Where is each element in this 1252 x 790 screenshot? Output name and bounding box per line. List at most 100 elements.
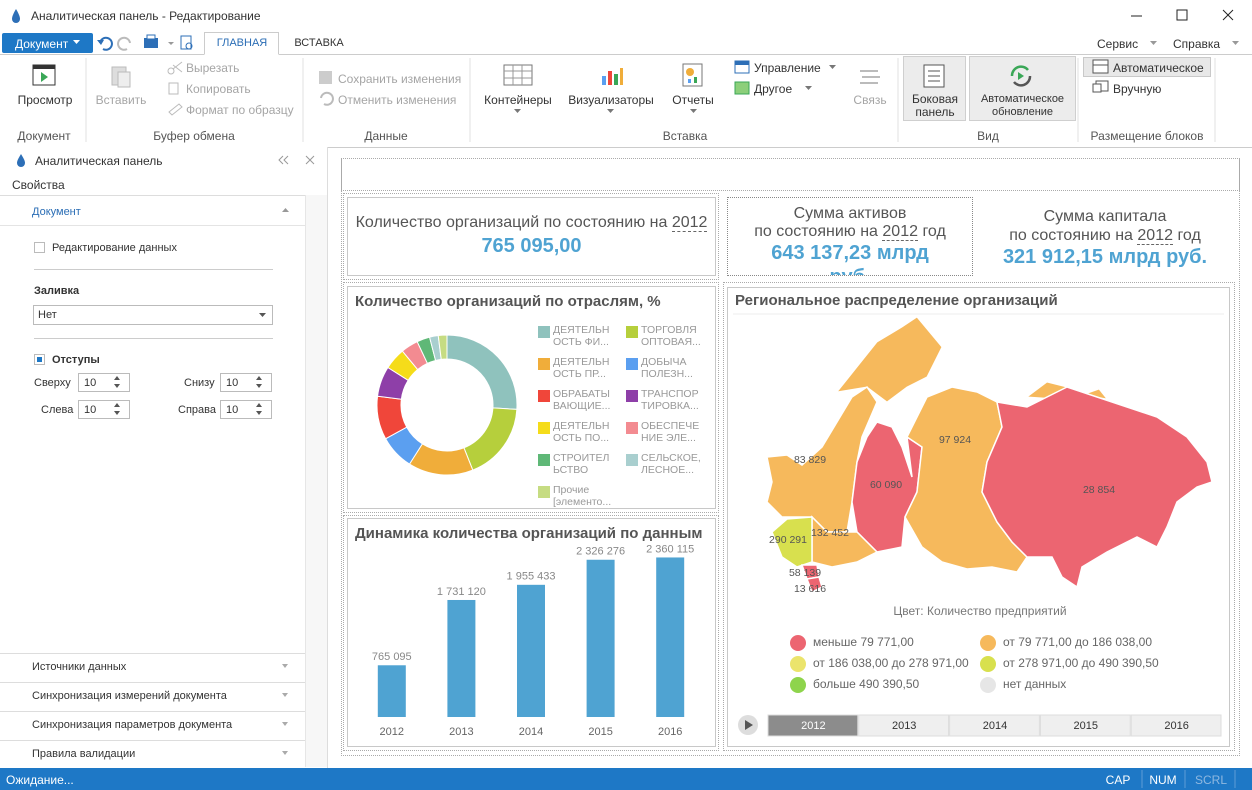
collapsed-section[interactable] — [0, 711, 305, 739]
tab-active[interactable] — [204, 32, 279, 55]
section-label[interactable]: Правила валидации — [32, 748, 136, 760]
spin-value[interactable]: 10 — [84, 404, 97, 416]
x-tick-label: 2013 — [449, 726, 473, 738]
select-value[interactable]: Нет — [38, 309, 57, 321]
ribbon-button[interactable]: Отчеты — [672, 93, 714, 107]
timeline-tab[interactable] — [949, 714, 1040, 737]
kpi-suffix: год — [922, 223, 946, 240]
tab[interactable]: ГЛАВНАЯ — [216, 37, 268, 49]
ribbon-button[interactable]: Другое — [754, 82, 793, 96]
kpi-subtitle-text: по состоянию на — [754, 223, 878, 240]
legend-label: ТОРГОВЛЯ ОПТОВАЯ... — [641, 324, 701, 348]
timeline-tab[interactable] — [1130, 714, 1222, 737]
ribbon-group-label: Документ — [17, 129, 71, 143]
section-label[interactable]: Синхронизация измерений документа — [32, 690, 227, 702]
timeline-label[interactable]: 2016 — [1164, 720, 1188, 732]
ribbon-button[interactable]: Визуализаторы — [568, 93, 654, 107]
ribbon-button[interactable]: Боковая панель — [911, 92, 959, 119]
legend-swatch — [538, 390, 550, 402]
status-text: Ожидание... — [6, 773, 74, 787]
collapsed-section[interactable] — [0, 740, 305, 768]
ribbon-button[interactable]: Просмотр — [17, 93, 73, 107]
spin-value[interactable]: 10 — [226, 377, 239, 389]
menu-item[interactable]: Справка — [1173, 37, 1221, 51]
select-caret — [259, 313, 266, 317]
checkbox-label[interactable]: Редактирование данных — [52, 242, 177, 254]
kpi-year[interactable]: 2012 — [671, 214, 708, 232]
timeline-tab[interactable] — [767, 714, 859, 737]
legend-label: нет данных — [1003, 677, 1066, 691]
document-button[interactable] — [2, 33, 93, 53]
donut-slice — [437, 334, 448, 360]
legend-marker — [790, 656, 806, 672]
reports-icon — [682, 63, 703, 87]
legend-swatch — [538, 358, 550, 370]
divider — [34, 269, 273, 270]
quick-access-toolbar[interactable] — [96, 34, 204, 52]
section-label[interactable]: Синхронизация параметров документа — [32, 719, 233, 731]
legend-marker — [980, 677, 996, 693]
legend-label: Прочие [элементо... — [553, 484, 612, 508]
document-button-label[interactable]: Документ — [15, 37, 69, 51]
map-region-label: 290 291 — [769, 534, 807, 546]
select[interactable] — [33, 305, 273, 325]
ribbon-button[interactable]: Формат по образцу — [186, 103, 294, 117]
x-tick-label: 2016 — [658, 726, 682, 738]
checkbox-checked[interactable] — [34, 354, 45, 365]
spin-value[interactable]: 10 — [84, 377, 97, 389]
ribbon-button[interactable]: Отменить изменения — [338, 93, 457, 107]
panel-controls[interactable] — [278, 154, 318, 166]
checkbox[interactable] — [34, 242, 45, 253]
ribbon-button[interactable]: Вырезать — [186, 61, 240, 75]
ribbon-group-label: Данные — [364, 129, 408, 143]
spin-arrows — [114, 376, 262, 415]
kpi-subtitle: по состоянию на 2012 год — [979, 226, 1231, 245]
properties-tab[interactable]: Свойства — [12, 178, 65, 192]
legend-label: ДОБЫЧА ПОЛЕЗН... — [641, 356, 693, 380]
empty-container — [341, 158, 1240, 191]
timeline-label[interactable]: 2015 — [1074, 720, 1098, 732]
map-region — [766, 385, 878, 533]
field-label: Заливка — [34, 285, 80, 297]
divider — [0, 225, 305, 226]
legend-label: от 278 971,00 до 490 390,50 — [1003, 656, 1159, 670]
ribbon-button[interactable]: Управление — [754, 61, 821, 75]
section-label[interactable]: Источники данных — [32, 661, 127, 673]
bar — [447, 599, 476, 717]
ribbon-button[interactable]: Автоматическое — [1113, 61, 1204, 75]
scrollbar[interactable] — [305, 195, 327, 767]
kpi-card — [347, 197, 716, 276]
spin-value[interactable]: 10 — [226, 404, 239, 416]
legend-label: СТРОИТЕЛ ЬСТВО — [553, 452, 610, 476]
tab[interactable]: ВСТАВКА — [294, 37, 344, 49]
ribbon-button[interactable]: Связь — [853, 93, 887, 107]
kpi-year[interactable]: 2012 — [882, 223, 918, 241]
window-controls[interactable] — [1125, 6, 1245, 26]
kpi-year[interactable]: 2012 — [1137, 227, 1173, 245]
collapsed-section[interactable] — [0, 682, 305, 710]
map-region-label: 132 452 — [811, 527, 849, 539]
timeline-label[interactable]: 2013 — [892, 720, 916, 732]
timeline-label[interactable]: 2012 — [801, 720, 825, 732]
timeline-tab[interactable] — [1039, 714, 1131, 737]
preview-icon — [32, 64, 56, 86]
section-header[interactable]: Документ — [32, 206, 81, 218]
link-icon — [860, 70, 880, 84]
ribbon-button[interactable]: Автоматическое обновление — [980, 93, 1065, 118]
collapsed-section[interactable] — [0, 653, 305, 681]
ribbon-button[interactable]: Контейнеры — [484, 93, 552, 107]
legend-label: ОБРАБАТЫ ВАЮЩИЕ... — [553, 388, 611, 412]
ribbon-button[interactable]: Вручную — [1113, 82, 1162, 96]
timeline-label[interactable]: 2014 — [983, 720, 1007, 732]
timeline-tab[interactable] — [858, 714, 950, 737]
ribbon-button[interactable]: Сохранить изменения — [338, 72, 462, 86]
status-bar — [0, 768, 1252, 790]
ribbon-toggle-active[interactable] — [1083, 57, 1211, 77]
side-panel — [0, 147, 328, 768]
menu-item[interactable]: Сервис — [1097, 37, 1139, 51]
ribbon-group-label: Буфер обмена — [153, 129, 235, 143]
insert-icons — [734, 60, 750, 95]
ribbon-button[interactable]: Вставить — [95, 93, 147, 107]
bar — [586, 559, 615, 717]
ribbon-button[interactable]: Копировать — [186, 82, 251, 96]
